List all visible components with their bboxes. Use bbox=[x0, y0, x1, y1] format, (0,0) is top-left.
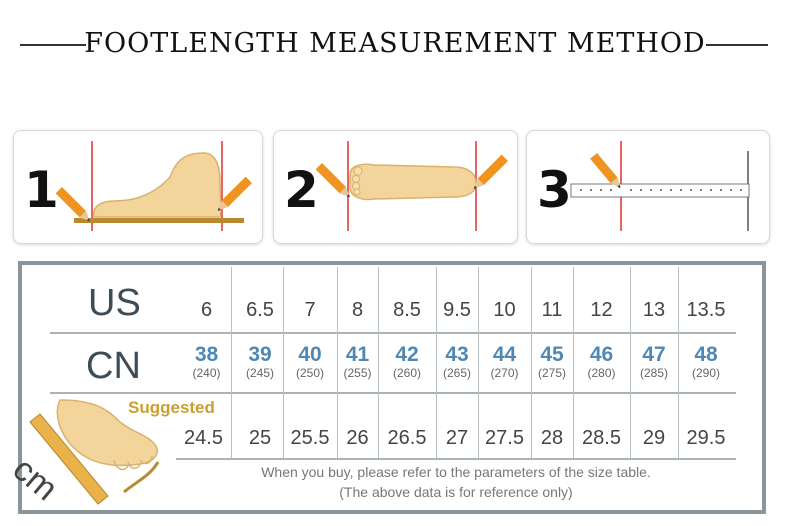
us-size: 8 bbox=[351, 299, 364, 321]
size-note: When you buy, please refer to the parame… bbox=[261, 464, 651, 480]
column-divider bbox=[283, 267, 284, 458]
column-divider bbox=[573, 267, 574, 458]
cm-size: 25.5 bbox=[290, 427, 330, 449]
row-divider bbox=[176, 458, 736, 460]
cm-size: 28.5 bbox=[582, 427, 621, 449]
cn-size: 46 bbox=[589, 343, 614, 366]
us-size: 12 bbox=[590, 299, 613, 321]
cn-size-mm: (280) bbox=[587, 366, 616, 380]
us-size: 6.5 bbox=[246, 299, 274, 321]
cm-size: 25 bbox=[248, 427, 272, 449]
cm-size: 26.5 bbox=[387, 427, 427, 449]
cn-size: 42 bbox=[395, 343, 419, 366]
cn-size-mm: (240) bbox=[192, 366, 221, 380]
cn-size: 38 bbox=[194, 343, 219, 366]
step-panel-3: 3 bbox=[526, 130, 770, 244]
cn-size-cell: 42 (260) bbox=[378, 343, 436, 381]
step-panel-2: 2 bbox=[273, 130, 518, 244]
cm-size: 29 bbox=[642, 427, 666, 449]
us-size: 8.5 bbox=[393, 299, 421, 321]
cn-size-cell: 46 (280) bbox=[573, 343, 630, 381]
cn-size: 45 bbox=[540, 343, 564, 366]
cn-size-cell: 47 (285) bbox=[630, 343, 678, 381]
cn-size-cell: 48 (290) bbox=[678, 343, 734, 381]
cn-row-label: CN bbox=[86, 345, 141, 387]
us-size: 7 bbox=[304, 299, 316, 321]
foot-side-measure-icon bbox=[55, 141, 252, 231]
page-title: FOOTLENGTH MEASUREMENT METHOD bbox=[84, 28, 706, 59]
cn-size-cell: 44 (270) bbox=[478, 343, 531, 381]
foot-top-measure-icon bbox=[315, 141, 508, 231]
cn-size: 44 bbox=[492, 343, 517, 366]
step-number: 1 bbox=[24, 161, 59, 219]
us-size: 13 bbox=[642, 299, 666, 321]
cn-size-mm: (265) bbox=[442, 366, 471, 380]
title-bar: FOOTLENGTH MEASUREMENT METHOD bbox=[0, 22, 790, 66]
column-divider bbox=[378, 267, 379, 458]
cn-size: 48 bbox=[694, 343, 718, 366]
cn-size-mm: (270) bbox=[490, 366, 519, 380]
reference-note: (The above data is for reference only) bbox=[339, 484, 573, 500]
column-divider bbox=[478, 267, 479, 458]
suggested-label: Suggested bbox=[128, 398, 215, 417]
us-size: 10 bbox=[493, 299, 516, 321]
row-divider bbox=[50, 392, 736, 394]
cn-size-mm: (250) bbox=[295, 366, 324, 380]
cm-size: 29.5 bbox=[686, 427, 726, 449]
column-divider bbox=[436, 267, 437, 458]
step-panel-1: 1 bbox=[13, 130, 263, 244]
cn-size-mm: (285) bbox=[639, 366, 668, 380]
cn-size-mm: (275) bbox=[537, 366, 566, 380]
us-size: 13.5 bbox=[686, 299, 726, 321]
cn-size: 47 bbox=[642, 343, 666, 366]
cn-size: 43 bbox=[445, 343, 469, 366]
title-rule-right bbox=[706, 44, 768, 46]
cn-size-cell: 45 (275) bbox=[531, 343, 573, 381]
us-size: 6 bbox=[200, 299, 213, 321]
cm-size: 27 bbox=[445, 427, 469, 449]
cn-size-cell: 38 (240) bbox=[182, 343, 231, 381]
column-divider bbox=[231, 267, 232, 458]
cn-size-mm: (260) bbox=[392, 366, 421, 380]
cm-size: 28 bbox=[540, 427, 564, 449]
cn-size-cell: 41 (255) bbox=[337, 343, 378, 381]
cn-size-cell: 43 (265) bbox=[436, 343, 478, 381]
title-rule-left bbox=[20, 44, 86, 46]
cn-size-cell: 40 (250) bbox=[283, 343, 337, 381]
foot-with-tape-icon bbox=[29, 399, 160, 505]
cn-size: 41 bbox=[345, 343, 370, 366]
cn-size-cell: 39 (245) bbox=[236, 343, 284, 381]
cm-size: 24.5 bbox=[184, 427, 223, 449]
step-number: 2 bbox=[284, 161, 319, 219]
cn-size-mm: (255) bbox=[343, 366, 372, 380]
step-number: 3 bbox=[537, 161, 572, 219]
size-table bbox=[18, 261, 766, 514]
cm-size: 26 bbox=[346, 427, 369, 449]
column-divider bbox=[531, 267, 532, 458]
us-size: 9.5 bbox=[443, 299, 471, 321]
cn-size: 39 bbox=[248, 343, 272, 366]
cn-size-mm: (245) bbox=[245, 366, 274, 380]
column-divider bbox=[337, 267, 338, 458]
column-divider bbox=[630, 267, 631, 458]
cn-size-mm: (290) bbox=[691, 366, 720, 380]
column-divider bbox=[678, 267, 679, 458]
row-divider bbox=[50, 332, 736, 334]
ruler-measure-icon bbox=[570, 141, 750, 231]
us-row-label: US bbox=[88, 282, 141, 324]
us-size: 11 bbox=[541, 299, 563, 321]
cn-size: 40 bbox=[298, 343, 322, 366]
cm-size: 27.5 bbox=[485, 427, 524, 449]
